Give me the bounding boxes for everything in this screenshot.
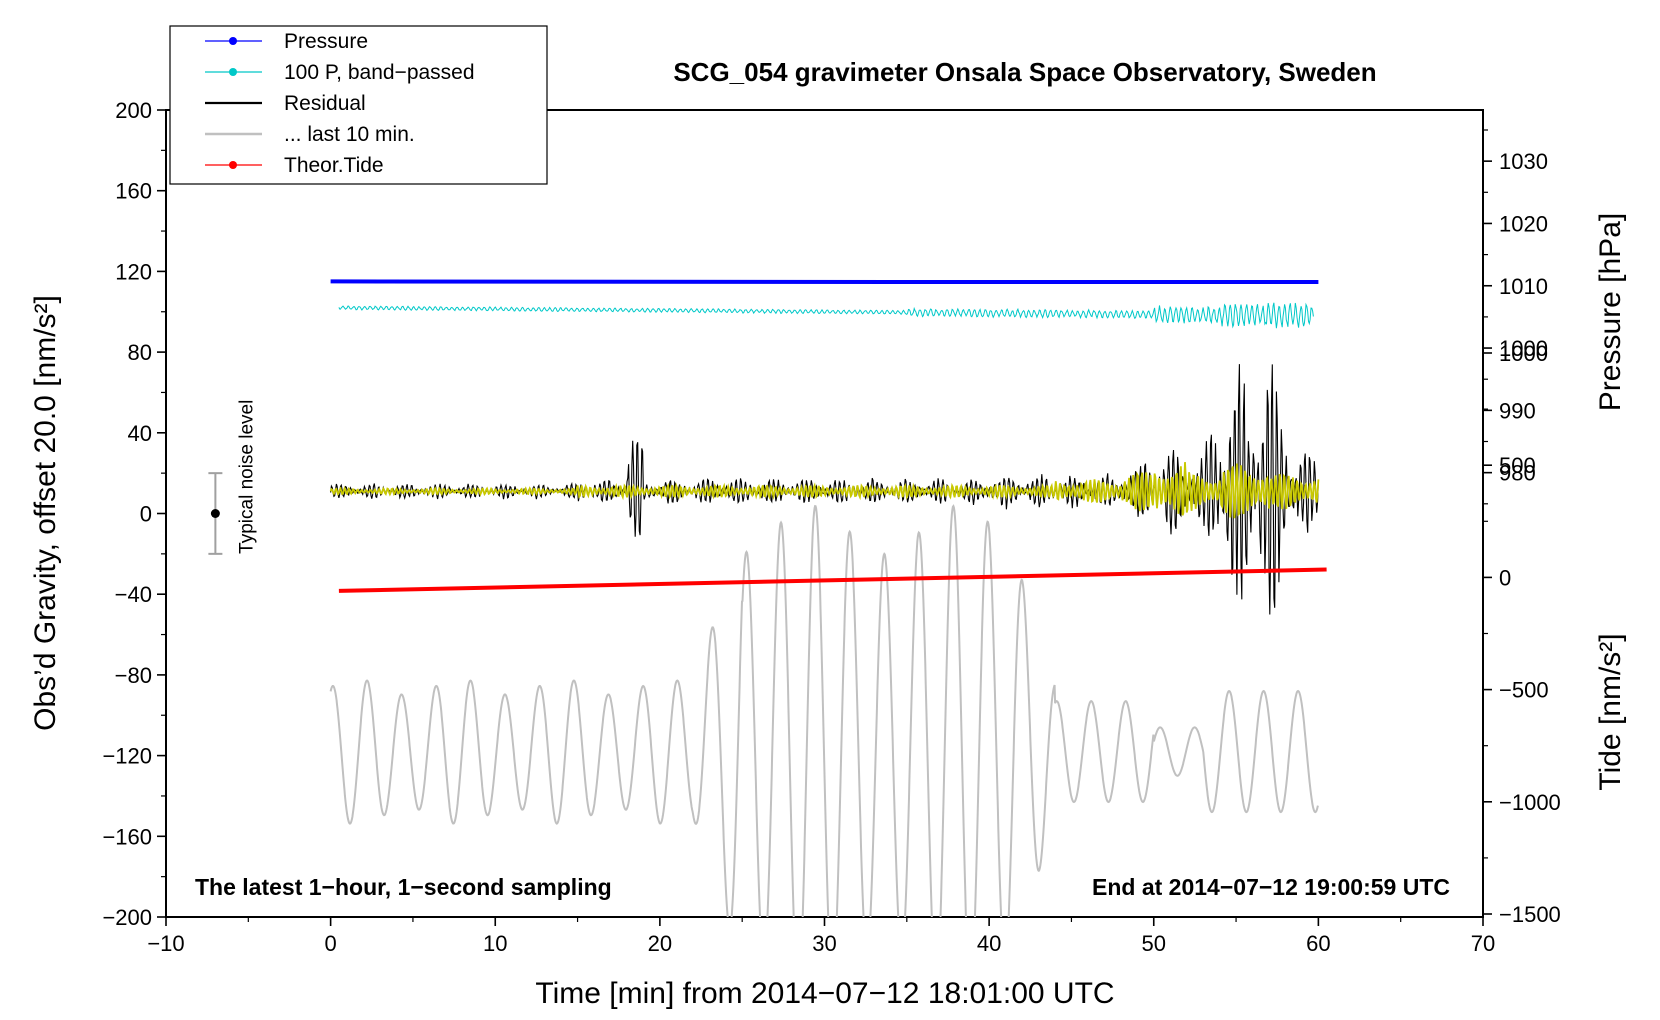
tide-tick-label: −500 xyxy=(1499,678,1549,703)
x-tick-label: 50 xyxy=(1142,931,1166,956)
last10min-series-line xyxy=(329,504,1319,917)
pressure-tick-label: 990 xyxy=(1499,398,1536,423)
y-tick-label: 200 xyxy=(115,98,152,123)
y-tick-label: 0 xyxy=(140,502,152,527)
chart-title: SCG_054 gravimeter Onsala Space Observat… xyxy=(673,57,1376,87)
legend-label: Residual xyxy=(284,92,366,115)
y-tick-label: 120 xyxy=(115,259,152,284)
tide-tick-label: −1500 xyxy=(1499,902,1561,927)
y-axis-label: Obs’d Gravity, offset 20.0 [nm/s²] xyxy=(29,295,62,731)
pressure-tick-label: 1010 xyxy=(1499,274,1548,299)
tide-axis-label: Tide [nm/s²] xyxy=(1594,633,1627,790)
x-tick-label: 10 xyxy=(483,931,507,956)
x-tick-label: 40 xyxy=(977,931,1001,956)
legend-label: Theor.Tide xyxy=(284,154,384,177)
noise-marker-label: Typical noise level xyxy=(236,400,257,554)
x-tick-label: 30 xyxy=(812,931,836,956)
y-tick-label: −80 xyxy=(115,663,152,688)
legend-label: ... last 10 min. xyxy=(284,123,415,146)
y-tick-label: 160 xyxy=(115,179,152,204)
legend-swatch-marker xyxy=(229,37,237,45)
tide-tick-label: 500 xyxy=(1499,453,1536,478)
bandpass-pressure-line xyxy=(338,302,1314,329)
legend-box xyxy=(169,25,548,185)
noise-marker-point xyxy=(210,509,220,518)
legend-item: ... last 10 min. xyxy=(205,123,415,146)
y-tick-label: −40 xyxy=(115,582,152,607)
pressure-tick-label: 980 xyxy=(1499,461,1536,486)
legend-item: Residual xyxy=(205,92,366,115)
x-tick-label: 70 xyxy=(1471,931,1495,956)
legend-label: Pressure xyxy=(284,30,368,53)
legend-item: Pressure xyxy=(205,30,368,53)
tide-tick-label: 0 xyxy=(1499,565,1511,590)
tide-series-line xyxy=(338,567,1327,593)
x-tick-label: 0 xyxy=(325,931,337,956)
annotation-right: End at 2014−07−12 19:00:59 UTC xyxy=(1092,874,1450,900)
legend-swatch-marker xyxy=(229,68,237,76)
x-tick-label: −10 xyxy=(147,931,184,956)
x-tick-label: 20 xyxy=(648,931,672,956)
legend-item: 100 P, band−passed xyxy=(205,61,475,84)
y-tick-label: −160 xyxy=(102,824,152,849)
legend: Pressure 100 P, band−passed Residual ... la… xyxy=(169,25,548,185)
filtered-residual-line xyxy=(329,462,1320,519)
x-axis-label: Time [min] from 2014−07−12 18:01:00 UTC xyxy=(535,977,1114,1010)
legend-item: Theor.Tide xyxy=(205,154,384,177)
tide-tick-label: 1000 xyxy=(1499,341,1548,366)
tide-tick-label: −1000 xyxy=(1499,790,1561,815)
pressure-tick-label: 1030 xyxy=(1499,149,1548,174)
y-tick-label: 80 xyxy=(128,340,152,365)
legend-label: 100 P, band−passed xyxy=(284,61,475,84)
pressure-tick-label: 1000 xyxy=(1499,336,1548,361)
y-tick-label: −200 xyxy=(102,905,152,930)
y-tick-label: 40 xyxy=(128,421,152,446)
y-tick-label: −120 xyxy=(102,744,152,769)
pressure-tick-label: 1020 xyxy=(1499,211,1548,236)
x-tick-label: 60 xyxy=(1306,931,1330,956)
pressure-series-line xyxy=(330,279,1319,284)
annotation-left: The latest 1−hour, 1−second sampling xyxy=(195,874,612,900)
legend-swatch-marker xyxy=(229,161,237,169)
pressure-axis-label: Pressure [hPa] xyxy=(1594,213,1627,411)
